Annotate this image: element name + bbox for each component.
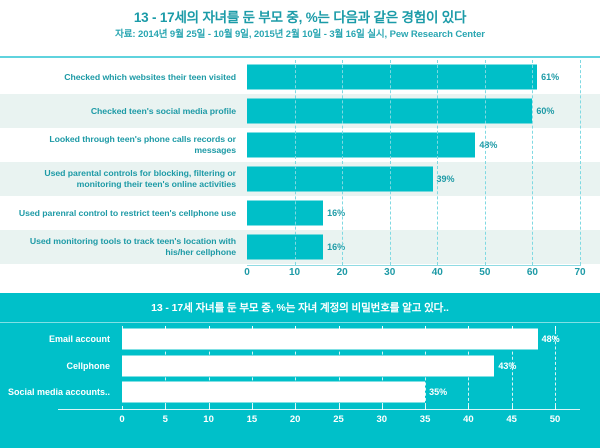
- chart-one-plot-row: 48%: [247, 128, 580, 162]
- chart-one-tick-label: 0: [244, 267, 250, 278]
- chart-one-plot-row: 39%: [247, 162, 580, 196]
- chart-two-top-tickmark: [122, 326, 123, 331]
- chart-two-row: Social media accounts.. 35%: [0, 379, 600, 406]
- chart-one-tick-label: 30: [384, 267, 396, 278]
- chart-one-bar: [247, 98, 533, 124]
- chart-one-tick-label: 40: [431, 267, 443, 278]
- chart-two-category-label: Email account: [48, 334, 110, 345]
- chart-one: Checked which websites their teen visite…: [0, 60, 600, 293]
- chart-two-axis-tickmark: [251, 406, 253, 410]
- chart-one-plot-row: 60%: [247, 94, 580, 128]
- chart-two-value-label: 48%: [541, 334, 560, 345]
- chart-two: 13 - 17세 자녀를 둔 부모 중, %는 자녀 계정의 비밀번호를 알고 …: [0, 293, 600, 448]
- chart-one-rows: Checked which websites their teen visite…: [0, 60, 600, 265]
- chart-two-tick-label: 35: [419, 414, 431, 425]
- chart-two-plot-row: 43%: [122, 353, 555, 380]
- chart-one-tick-label: 50: [479, 267, 491, 278]
- chart-one-x-axis-line: [247, 265, 581, 266]
- chart-one-x-axis-ticks: 0 10 20 30 40 50 60 70: [244, 267, 585, 287]
- chart-two-plot-row: 48%: [122, 326, 560, 353]
- chart-two-row: Cellphone 43%: [0, 353, 600, 380]
- chart-two-bar: [122, 355, 495, 377]
- chart-one-tick-label: 60: [526, 267, 538, 278]
- chart-one-bar: [247, 64, 538, 90]
- chart-two-axis-tickmark: [165, 406, 167, 410]
- chart-two-rows: Email account 48% Cellphone 43% Social media…: [0, 326, 600, 406]
- chart-one-row: Used parenral control to restrict teen's…: [0, 196, 600, 230]
- chart-two-title: 13 - 17세 자녀를 둔 부모 중, %는 자녀 계정의 비밀번호를 알고 …: [151, 301, 449, 314]
- chart-two-tick-label: 45: [506, 414, 517, 425]
- chart-one-value-label: 60%: [536, 106, 555, 116]
- chart-one-plot-row: 61%: [247, 60, 580, 94]
- header-divider: [0, 56, 600, 58]
- chart-one-category-label: Used monitoring tools to track teen's lo…: [29, 236, 236, 257]
- chart-two-category-label: Cellphone: [66, 360, 110, 371]
- chart-one-bar: [247, 200, 324, 226]
- chart-two-tick-label: 20: [289, 414, 301, 425]
- chart-two-bar: [122, 328, 538, 350]
- chart-two-axis-tickmark: [425, 406, 427, 410]
- chart-two-axis-tickmark: [555, 406, 556, 410]
- chart-one-bar: [247, 132, 476, 158]
- chart-two-x-axis-ticks: 0 5 10 15 20 25 30 35 40 45 50: [119, 414, 560, 430]
- chart-two-tick-label: 30: [376, 414, 388, 425]
- page-title: 13 - 17세의 자녀를 둔 부모 중, %는 다음과 같은 경험이 있다: [133, 10, 467, 25]
- chart-one-bar: [247, 166, 433, 192]
- chart-two-x-axis-line: [58, 409, 580, 410]
- chart-one-row: Checked teen's social media profile 60%: [0, 94, 600, 128]
- chart-two-tick-label: 5: [162, 414, 168, 425]
- chart-one-bar: [247, 234, 324, 260]
- chart-one-value-label: 48%: [479, 140, 498, 150]
- chart-two-value-label: 35%: [429, 387, 448, 398]
- chart-one-plot-row: 16%: [247, 230, 580, 264]
- chart-two-tick-label: 15: [246, 414, 258, 425]
- chart-two-axis-tickmark: [338, 406, 340, 410]
- chart-one-value-label: 61%: [541, 72, 560, 82]
- chart-two-plot-row: 35%: [122, 379, 555, 406]
- header: 13 - 17세의 자녀를 둔 부모 중, %는 다음과 같은 경험이 있다 자…: [0, 0, 600, 58]
- chart-two-axis-tickmark: [295, 406, 297, 410]
- chart-one-category-label: Used parental controls for blocking, fil…: [44, 168, 236, 189]
- page-subtitle: 자료: 2014년 9월 25일 - 10월 9일, 2015년 2월 10일 …: [115, 29, 485, 40]
- chart-one-category-label: Looked through teen's phone calls record…: [49, 134, 236, 155]
- chart-two-value-label: 43%: [498, 360, 517, 371]
- chart-two-row: Email account 48%: [0, 326, 600, 353]
- chart-two-title-divider: [0, 322, 600, 323]
- chart-two-category-label: Social media accounts..: [7, 387, 110, 398]
- chart-one-value-label: 39%: [436, 174, 455, 184]
- chart-one-row: Checked which websites their teen visite…: [0, 60, 600, 94]
- chart-one-plot-row: 16%: [247, 196, 580, 230]
- chart-one-row: Used monitoring tools to track teen's lo…: [0, 230, 600, 264]
- chart-two-tick-label: 40: [463, 414, 474, 425]
- chart-two-tick-label: 50: [549, 414, 561, 425]
- chart-one-tick-label: 20: [336, 267, 348, 278]
- chart-one-tick-label: 70: [574, 267, 586, 278]
- chart-one-value-label: 16%: [327, 242, 346, 252]
- chart-one-category-label: Used parenral control to restrict teen's…: [18, 207, 236, 218]
- chart-two-tick-label: 25: [333, 414, 344, 425]
- chart-two-axis-tickmark: [511, 406, 513, 410]
- chart-two-axis-tickmark: [468, 406, 470, 410]
- chart-two-axis-tickmark: [208, 406, 210, 410]
- chart-two-tick-label: 0: [119, 414, 125, 425]
- chart-two-axis-tickmarks: [122, 406, 556, 411]
- chart-one-value-label: 16%: [327, 208, 346, 218]
- chart-one-category-label: Checked which websites their teen visite…: [64, 71, 236, 82]
- chart-two-axis-tickmark: [381, 406, 383, 410]
- chart-two-tick-label: 10: [203, 414, 214, 425]
- chart-one-row: Used parental controls for blocking, fil…: [0, 162, 600, 196]
- chart-one-row: Looked through teen's phone calls record…: [0, 128, 600, 162]
- chart-two-bar: [122, 381, 426, 403]
- chart-one-category-label: Checked teen's social media profile: [90, 105, 236, 116]
- chart-two-axis-tickmark: [122, 406, 123, 410]
- chart-one-tick-label: 10: [289, 267, 301, 278]
